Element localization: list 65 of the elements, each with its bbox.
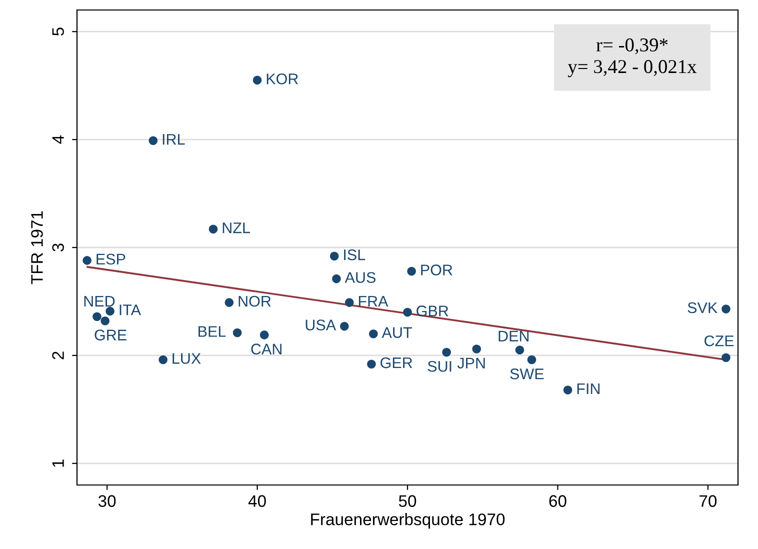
annotation: JPN (457, 358, 485, 369)
x-tick-label: 60 (549, 495, 566, 507)
annotation: BEL (198, 326, 226, 337)
annotation: AUS (344, 272, 376, 283)
annotation: CZE (704, 335, 734, 346)
point (330, 252, 339, 261)
point (332, 274, 341, 284)
point (252, 76, 262, 85)
annotation: CAN (251, 344, 282, 354)
point (340, 322, 349, 331)
y-tick-label: 2 (52, 352, 64, 360)
annotation: GBR (416, 306, 448, 316)
point (407, 266, 416, 276)
point (515, 346, 524, 354)
point (369, 329, 378, 338)
x-tick-label: 50 (398, 495, 416, 507)
annotation: GRE (94, 330, 126, 340)
annotation: AUT (382, 327, 412, 338)
point (232, 328, 242, 338)
x-tick-label: 30 (98, 495, 116, 507)
y-tick-label: 3 (52, 244, 64, 252)
annotation: SVK (688, 302, 718, 314)
point (722, 353, 730, 362)
y-tick-label: 4 (52, 135, 64, 144)
point (148, 136, 158, 146)
point (208, 224, 218, 234)
annotation: FRA (358, 296, 388, 307)
point (158, 355, 168, 364)
y-axis-title: TFR 1971 (31, 211, 43, 284)
point (403, 308, 412, 317)
point (224, 298, 234, 307)
y-tick-label: 5 (52, 28, 64, 36)
y-tick-label: 1 (52, 460, 64, 467)
point (92, 312, 102, 321)
annotation: IRL (162, 134, 185, 145)
annotation: SUI (428, 360, 452, 372)
annotation: LUX (172, 353, 201, 364)
point (344, 298, 354, 307)
annotation: GER (380, 357, 412, 368)
annotation: ESP (96, 254, 126, 265)
annotation: ISL (344, 249, 366, 260)
point (527, 355, 536, 364)
annotation: POR (421, 264, 452, 276)
annotation: USA (306, 320, 336, 330)
x-tick-label: 70 (700, 495, 717, 507)
x-tick-label: 40 (248, 495, 266, 507)
point (106, 306, 114, 316)
annotation: NED (84, 296, 115, 306)
point (260, 330, 269, 340)
annotation: ITA (120, 304, 141, 316)
point (442, 348, 451, 357)
annotation: KOR (266, 73, 298, 84)
annotation: FIN (577, 383, 600, 394)
x-axis-title: Frauenerwerbsquote 1970 (311, 513, 505, 529)
annotation: r= -0,39* y= 3,42 - 0,021x (568, 38, 697, 78)
point (82, 256, 92, 265)
annotation: DEN (498, 330, 529, 342)
annotation: NOR (238, 296, 271, 307)
point (100, 316, 110, 326)
point (563, 386, 572, 394)
annotation: NZL (222, 222, 250, 234)
annotation: SWE (510, 368, 544, 380)
point (367, 360, 376, 368)
point (472, 344, 481, 354)
point (722, 304, 730, 314)
